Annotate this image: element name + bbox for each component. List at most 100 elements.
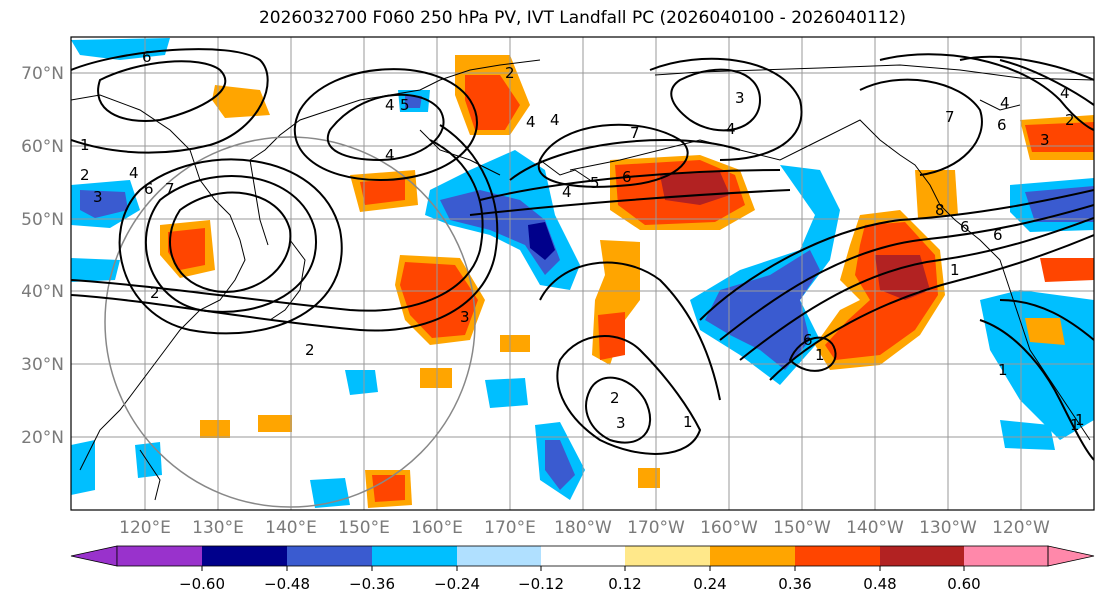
neg-region-w2 xyxy=(71,258,120,282)
neg-region-south5 xyxy=(71,440,95,495)
contour-label: 6 xyxy=(997,116,1007,134)
longitude-labels: 120°E 130°E 140°E 150°E 160°E 170°E 180°… xyxy=(119,518,1050,538)
map-title: 2026032700 F060 250 hPa PV, IVT Landfall… xyxy=(258,8,906,28)
pos-region-canada xyxy=(1040,258,1094,282)
colorbar-segment xyxy=(202,546,287,566)
pos-region-baja xyxy=(1025,318,1065,345)
contour-label: 4 xyxy=(726,120,736,138)
contour-label: 4 xyxy=(1000,94,1010,112)
contour-label: 2 xyxy=(610,389,620,407)
contour-label: 7 xyxy=(630,124,640,142)
contour-label: 4 xyxy=(385,96,395,114)
neg-region-south2 xyxy=(345,370,378,395)
lon-label: 120°E xyxy=(119,518,171,538)
colorbar: −0.60 −0.48 −0.36 −0.24 −0.12 0.12 0.24 … xyxy=(70,545,1095,593)
contour-label: 6 xyxy=(144,180,154,198)
colorbar-segment xyxy=(287,546,372,566)
colorbar-segment xyxy=(117,546,202,566)
contour-label: 4 xyxy=(385,146,395,164)
colorbar-tick-label: −0.48 xyxy=(264,575,310,593)
contour-label: 3 xyxy=(616,414,626,432)
contour-label: 2 xyxy=(150,284,160,302)
colorbar-tick-label: −0.12 xyxy=(518,575,564,593)
contour-label: 5 xyxy=(590,174,600,192)
pos-region-amur xyxy=(212,85,270,118)
colorbar-tick-label: 0.36 xyxy=(778,575,811,593)
lon-label: 160°W xyxy=(700,518,758,538)
lon-label: 140°E xyxy=(265,518,317,538)
lat-label: 20°N xyxy=(21,428,64,448)
pos-region-south-b xyxy=(200,420,230,438)
contour-label: 6 xyxy=(142,48,152,66)
colorbar-tick-label: −0.24 xyxy=(434,575,480,593)
contour-label: 4 xyxy=(550,111,560,129)
ivt-contours xyxy=(71,48,1094,461)
neg-region-south4 xyxy=(310,478,350,508)
contour-label: 1 xyxy=(815,346,825,364)
contour-labels: 6 3 6 7 4 4 4 5 4 3 7 2 4 6 4 5 6 4 4 7 … xyxy=(80,48,1085,434)
colorbar-segment xyxy=(457,546,541,566)
lat-label: 70°N xyxy=(21,64,64,84)
colorbar-segment xyxy=(541,546,625,566)
colorbar-tick-label: 0.12 xyxy=(608,575,641,593)
lat-label: 40°N xyxy=(21,282,64,302)
contour-label: 2 xyxy=(1065,111,1075,129)
contour-label: 4 xyxy=(562,183,572,201)
lon-label: 150°W xyxy=(773,518,831,538)
lon-label: 130°W xyxy=(919,518,977,538)
reference-circle xyxy=(104,136,476,508)
pv-shading xyxy=(71,38,1094,508)
contour-label: 1 xyxy=(1075,411,1085,429)
colorbar-tick-label: 0.60 xyxy=(947,575,980,593)
map-border xyxy=(70,36,1095,511)
colorbar-tick-label: −0.36 xyxy=(349,575,395,593)
contour-label: 3 xyxy=(93,188,103,206)
neg-region-south3 xyxy=(485,378,528,408)
colorbar-extend-right xyxy=(1047,545,1095,567)
contour-label: 3 xyxy=(460,308,470,326)
lat-label: 30°N xyxy=(21,355,64,375)
pos-region-south-c xyxy=(258,415,292,432)
contour-label: 5 xyxy=(400,96,410,114)
contour-label: 2 xyxy=(505,64,515,82)
lat-label: 60°N xyxy=(21,137,64,157)
contour-label: 4 xyxy=(526,113,536,131)
colorbar-segment xyxy=(795,546,880,566)
colorbar-tick-label: 0.48 xyxy=(863,575,896,593)
contour-label: 7 xyxy=(165,180,175,198)
lon-label: 170°W xyxy=(627,518,685,538)
contour-label: 1 xyxy=(998,361,1008,379)
contour-label: 6 xyxy=(803,331,813,349)
lon-label: 140°W xyxy=(846,518,904,538)
pos-region-south-e xyxy=(500,335,530,352)
contour-label: 1 xyxy=(1070,416,1080,434)
contour-label: 2 xyxy=(80,166,90,184)
colorbar-extend-left xyxy=(70,545,118,567)
colorbar-segment xyxy=(710,546,795,566)
lon-label: 120°W xyxy=(992,518,1050,538)
latitude-labels: 70°N 60°N 50°N 40°N 30°N 20°N xyxy=(21,64,64,448)
colorbar-segment xyxy=(372,546,457,566)
colorbar-segment xyxy=(625,546,710,566)
pos-region-ak-panhandle xyxy=(915,170,958,218)
colorbar-tick-label: −0.60 xyxy=(179,575,225,593)
contour-label: 1 xyxy=(683,413,693,431)
contour-label: 1 xyxy=(80,136,90,154)
contour-label: 2 xyxy=(305,341,315,359)
contour-label: 6 xyxy=(993,226,1003,244)
contour-label: 6 xyxy=(960,218,970,236)
lon-label: 180°W xyxy=(554,518,612,538)
lon-label: 130°E xyxy=(192,518,244,538)
contour-label: 3 xyxy=(1040,131,1050,149)
colorbar-segment xyxy=(880,546,964,566)
neg-region-south6 xyxy=(135,442,162,478)
contour-label: 7 xyxy=(945,108,955,126)
contour-label: 8 xyxy=(935,201,945,219)
pos-region-south-d xyxy=(420,368,452,388)
contour-label: 1 xyxy=(950,261,960,279)
contour-label: 6 xyxy=(622,168,632,186)
colorbar-tick-label: 0.24 xyxy=(693,575,726,593)
lon-label: 160°E xyxy=(411,518,463,538)
lat-label: 50°N xyxy=(21,210,64,230)
